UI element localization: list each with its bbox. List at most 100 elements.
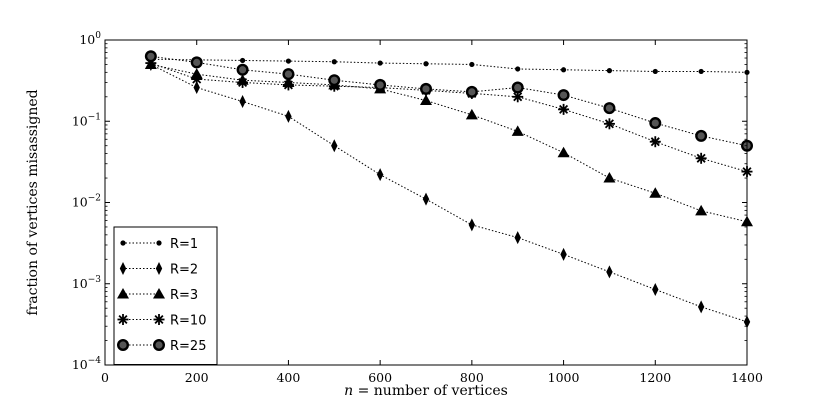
data-point: [515, 66, 521, 72]
legend-entry: R=2: [119, 262, 198, 278]
data-point: [695, 152, 707, 164]
legend-label: R=25: [170, 339, 206, 354]
data-point: [328, 74, 341, 87]
data-point: [697, 300, 705, 314]
data-point: [695, 129, 708, 142]
legend-marker: [153, 288, 165, 299]
data-point: [606, 265, 613, 279]
data-point: [560, 67, 567, 73]
data-point: [511, 81, 524, 94]
data-point: [420, 94, 432, 106]
series-r-10: [145, 57, 753, 178]
x-axis-label: n = number of vertices: [344, 383, 508, 399]
series-r-2: [147, 57, 751, 329]
data-point: [465, 108, 478, 120]
x-tick-label: 200: [185, 370, 209, 385]
series-line: [150, 64, 748, 323]
data-point: [193, 81, 200, 95]
y-tick-base: 10: [79, 32, 95, 47]
x-tick-label: 1400: [731, 370, 763, 385]
data-point: [514, 231, 521, 245]
x-tick-label: 600: [368, 370, 392, 385]
plot-area: [144, 50, 753, 329]
data-point: [468, 218, 476, 232]
series-r-25: [144, 50, 753, 152]
data-point: [376, 168, 384, 182]
legend-marker: [117, 288, 129, 299]
axis-ticks: [104, 39, 748, 366]
data-point: [649, 136, 661, 148]
legend: R=1 R=2 R=3 R=10 R=25: [113, 226, 218, 365]
x-tick-labels: 0 200 400 600 800 1000 1200 1400: [101, 370, 763, 385]
data-point: [422, 192, 430, 206]
data-point: [239, 57, 246, 64]
data-point: [285, 58, 292, 64]
data-point: [465, 85, 478, 98]
y-tick-label: 100: [79, 31, 101, 47]
legend-marker: [117, 339, 129, 351]
data-point: [282, 79, 294, 91]
data-point: [606, 68, 613, 74]
y-tick-label: 10−3: [72, 275, 101, 291]
legend-marker: [120, 240, 126, 246]
data-point: [420, 82, 432, 95]
data-point: [557, 89, 570, 102]
series-line: [150, 63, 748, 223]
data-point: [331, 139, 338, 153]
x-tick-label: 0: [101, 370, 109, 385]
data-point: [237, 76, 249, 88]
data-point: [190, 56, 203, 69]
x-axis-label-text: = number of vertices: [353, 383, 508, 399]
legend-marker: [117, 314, 129, 325]
data-point: [144, 50, 157, 63]
data-point: [695, 204, 708, 216]
data-point: [331, 59, 337, 65]
legend-marker: [156, 240, 162, 246]
legend-marker: [155, 262, 163, 275]
legend-entry: R=10: [117, 314, 206, 329]
y-tick-exponent: 0: [95, 31, 101, 41]
data-point: [652, 282, 659, 296]
data-point: [649, 117, 662, 130]
x-axis-label-variable: n: [344, 383, 353, 399]
y-tick-base: 10: [72, 276, 88, 291]
data-point: [652, 68, 658, 75]
legend-label: R=10: [170, 314, 206, 329]
legend-marker: [153, 339, 165, 351]
y-tick-base: 10: [72, 357, 88, 372]
data-point: [469, 61, 475, 68]
x-tick-label: 800: [460, 370, 484, 385]
series-line: [150, 58, 748, 73]
legend-entry: R=1: [120, 237, 198, 252]
data-point: [649, 187, 662, 198]
y-tick-label: 10−2: [72, 194, 101, 210]
data-point: [191, 73, 203, 85]
y-tick-base: 10: [72, 195, 88, 210]
x-tick-label: 1200: [639, 370, 671, 385]
data-point: [560, 247, 567, 261]
x-tick-label: 400: [276, 370, 300, 385]
y-tick-label: 10−4: [72, 356, 101, 372]
data-point: [557, 146, 570, 158]
data-point: [374, 78, 387, 91]
legend-entry: R=25: [117, 339, 206, 354]
data-point: [511, 125, 524, 136]
legend-box: [113, 226, 218, 365]
legend-marker: [153, 314, 165, 325]
data-point: [603, 172, 616, 183]
data-point: [423, 61, 429, 67]
legend-entry: R=3: [117, 288, 198, 303]
data-point: [603, 102, 616, 115]
data-point: [239, 95, 246, 109]
series-line: [150, 62, 748, 173]
data-point: [603, 118, 615, 130]
y-tick-exponent: −1: [88, 112, 101, 122]
y-tick-exponent: −3: [88, 275, 102, 285]
legend-label: R=1: [170, 237, 198, 252]
y-tick-base: 10: [72, 113, 88, 128]
data-point: [236, 63, 249, 76]
series-r-3: [144, 58, 753, 227]
y-tick-exponent: −4: [88, 356, 102, 366]
